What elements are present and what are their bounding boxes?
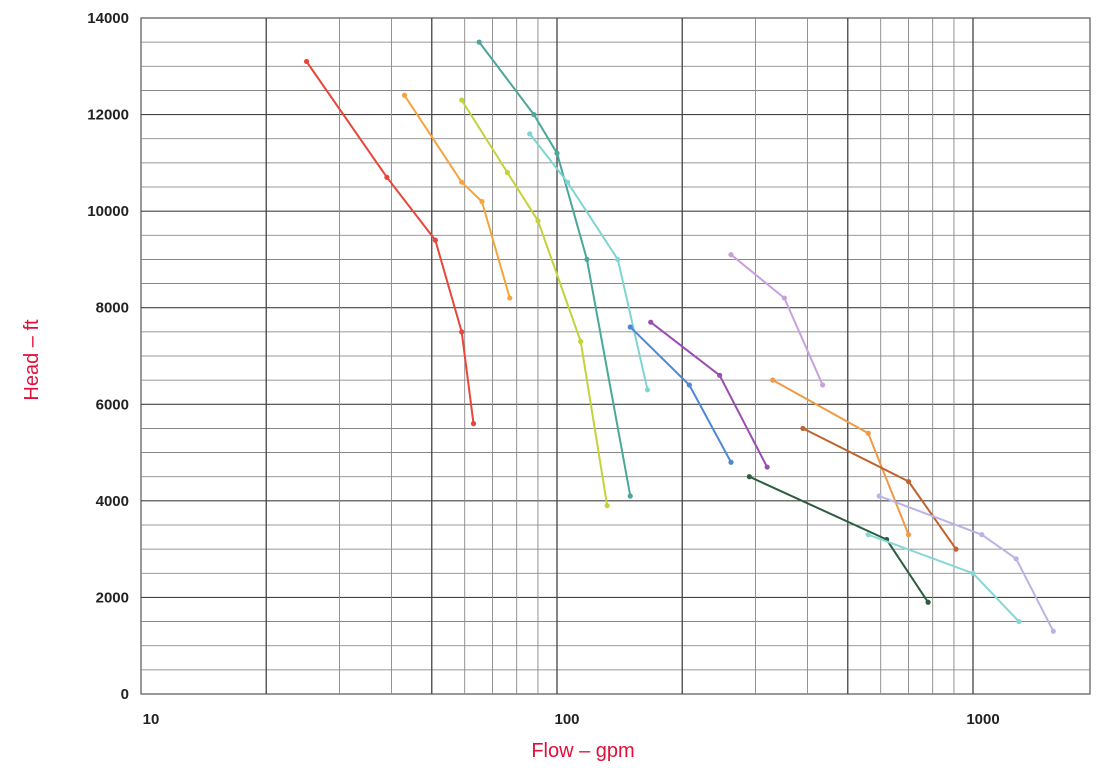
series-5-point	[615, 256, 621, 263]
y-tick-label: 14000	[87, 10, 129, 27]
y-tick-label: 10000	[87, 203, 129, 220]
series-1-point	[303, 58, 310, 65]
series-5-point	[644, 387, 651, 393]
series-1-point	[384, 174, 390, 180]
series-8-point	[820, 382, 826, 388]
series-line-8	[730, 253, 824, 386]
series-13-point	[1013, 556, 1019, 562]
y-axis-title: Head – ft	[21, 319, 43, 401]
y-tick-label: 0	[121, 686, 129, 703]
series-2-point	[459, 179, 465, 185]
series-7-point	[717, 372, 723, 378]
series-7-point	[764, 464, 770, 470]
series-5-point	[527, 131, 533, 137]
series-9-point	[905, 532, 912, 538]
series-line-13	[878, 495, 1055, 633]
series-line-11	[748, 475, 930, 604]
series-4-point	[584, 256, 590, 263]
series-line-7	[649, 321, 769, 469]
x-tick-label: 100	[554, 711, 579, 728]
series-line-6	[629, 326, 732, 464]
series-line-2	[403, 94, 511, 300]
y-tick-label: 8000	[96, 300, 129, 317]
series-4-point	[476, 39, 482, 45]
x-axis-title: Flow – gpm	[531, 740, 634, 762]
grid	[140, 17, 1091, 695]
x-tick-label: 1000	[966, 711, 999, 728]
series-10-point	[953, 546, 959, 552]
series-12-point	[865, 532, 871, 538]
series-line-3	[460, 99, 609, 507]
series-line-9	[771, 379, 910, 536]
series-1-point	[459, 329, 465, 335]
series-11-point	[925, 599, 931, 605]
series-9-point	[865, 430, 871, 436]
y-tick-label: 2000	[96, 589, 129, 606]
series-8-point	[781, 295, 787, 301]
x-tick-label: 10	[143, 711, 160, 728]
series-7-point	[648, 319, 654, 325]
series-2-point	[479, 198, 485, 205]
series-line-1	[305, 60, 475, 425]
series-6-point	[686, 382, 692, 388]
x-tick-labels: 10 100 1000	[143, 711, 1000, 728]
series-12-point	[1016, 618, 1022, 625]
series-group	[303, 39, 1056, 634]
series-5-point	[564, 179, 571, 185]
series-6-point	[728, 459, 734, 465]
series-6-point	[627, 324, 633, 330]
series-3-point	[459, 97, 465, 103]
y-tick-label: 12000	[87, 107, 129, 124]
series-line-12	[867, 533, 1020, 623]
series-3-point	[604, 503, 610, 509]
series-4-point	[554, 150, 560, 156]
series-11-point	[746, 474, 752, 480]
series-12-point	[970, 570, 976, 576]
series-4-point	[531, 111, 537, 118]
series-3-point	[535, 218, 541, 224]
y-tick-label: 6000	[96, 396, 129, 413]
series-10-point	[800, 425, 806, 432]
series-13-point	[1050, 628, 1056, 634]
series-3-point	[578, 338, 584, 345]
series-10-point	[905, 478, 912, 485]
series-13-point	[876, 493, 882, 499]
series-2-point	[401, 92, 408, 98]
series-2-point	[507, 295, 513, 301]
series-8-point	[728, 252, 734, 258]
y-tick-labels: 0 2000 4000 6000 8000 10000 12000 14000	[87, 10, 129, 703]
series-4-point	[627, 493, 633, 499]
series-13-point	[979, 532, 985, 538]
y-tick-label: 4000	[96, 493, 129, 510]
series-line-5	[528, 132, 649, 391]
series-1-point	[470, 421, 477, 427]
series-1-point	[432, 237, 438, 243]
series-9-point	[770, 377, 776, 383]
series-3-point	[504, 169, 511, 176]
